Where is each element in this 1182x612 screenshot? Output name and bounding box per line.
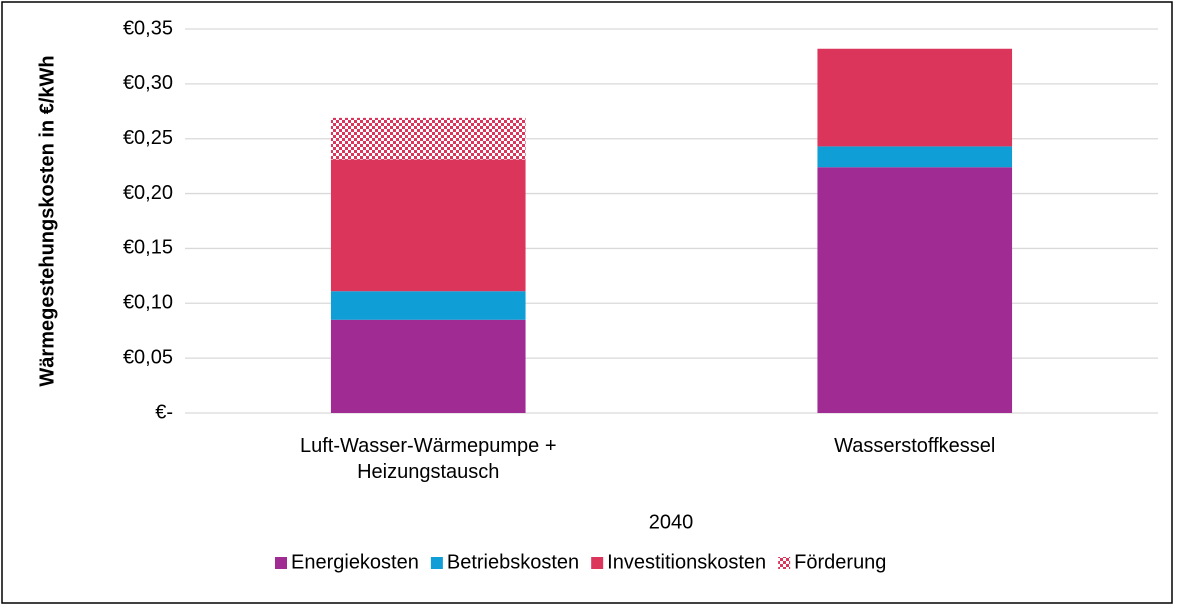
bar-segment xyxy=(330,291,526,320)
frame xyxy=(1,1,1173,604)
y-tick-label: €0,25 xyxy=(123,127,173,149)
legend-label: Investitionskosten xyxy=(607,551,766,573)
legend-swatch xyxy=(778,557,791,569)
y-axis-label: Wärmegestehungskosten in €/kWh xyxy=(36,55,58,386)
y-tick-label: €0,30 xyxy=(123,72,173,94)
bar-segment xyxy=(330,117,526,160)
bar-segment xyxy=(330,319,526,413)
legend-label: Betriebskosten xyxy=(447,551,579,573)
y-tick-label: €0,20 xyxy=(123,182,173,204)
y-tick-label: €0,10 xyxy=(123,292,173,314)
legend-label: Energiekosten xyxy=(291,551,419,573)
y-tick-label: €- xyxy=(155,401,173,423)
bar-segment xyxy=(817,146,1013,168)
y-tick-label: €0,05 xyxy=(123,346,173,368)
legend-swatch xyxy=(430,557,443,569)
x-tick-label: Wasserstoffkessel xyxy=(834,435,996,457)
legend-swatch xyxy=(591,557,604,569)
bar-segment xyxy=(817,48,1013,147)
legend-label: Förderung xyxy=(794,551,886,573)
legend-swatch xyxy=(275,557,287,569)
bar-segment xyxy=(817,167,1013,413)
y-tick-label: €0,35 xyxy=(123,17,173,39)
x-axis-label: 2040 xyxy=(649,511,694,533)
bar-segment xyxy=(330,159,526,292)
y-tick-label: €0,15 xyxy=(123,237,173,259)
x-tick-label: Luft-Wasser-Wärmepumpe + Heizungstausch xyxy=(299,435,557,483)
